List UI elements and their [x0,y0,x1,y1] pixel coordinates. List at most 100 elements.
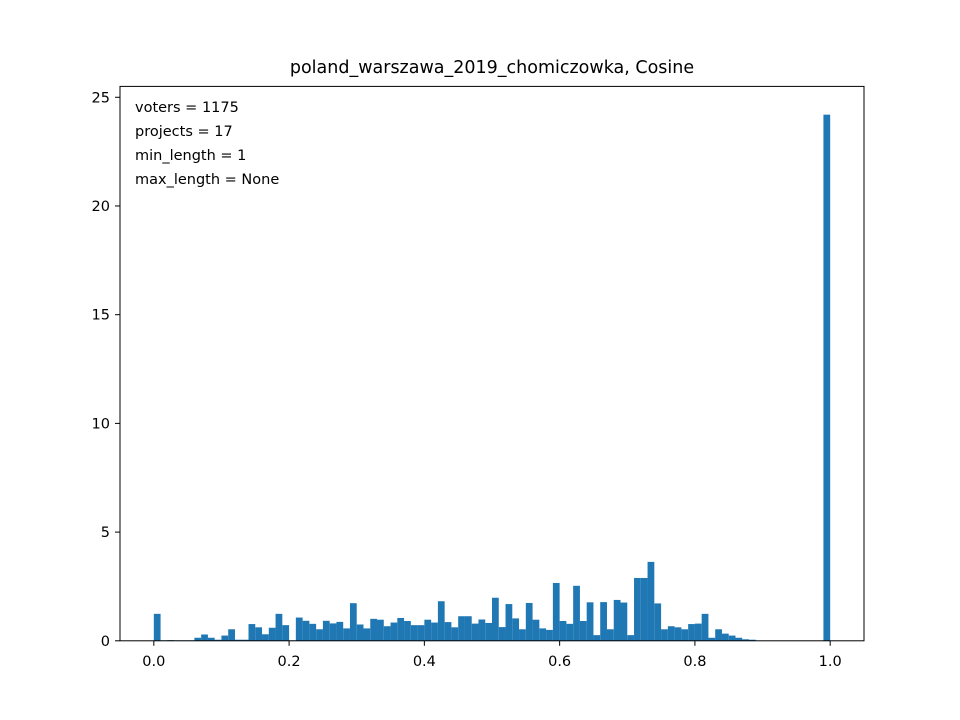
histogram-bar [735,637,743,641]
histogram-bar [444,622,452,641]
histogram-bar [424,619,432,641]
histogram-bar [512,618,520,641]
histogram-bar [471,623,479,641]
histogram-bar [437,601,445,641]
histogram-bar [613,599,621,641]
histogram-bar [552,582,560,641]
histogram-bar [532,619,540,641]
histogram-bar [519,629,526,641]
histogram-bar [559,621,567,641]
histogram-bar [654,603,662,641]
histogram-bar [701,613,709,641]
histogram-bar [404,621,411,641]
histogram-bar [194,637,202,641]
histogram-bar [431,622,438,641]
x-tick-label: 1.0 [819,654,842,670]
x-tick-label: 0.2 [278,654,301,670]
histogram-bar [525,602,533,641]
histogram-bar [492,597,499,641]
histogram-bar [336,621,344,641]
histogram-bar [539,628,547,641]
histogram-bar [505,604,513,641]
annotation-voters: voters = 1175 [135,100,239,116]
histogram-bar [688,624,695,641]
histogram-bar [207,637,215,641]
histogram-bar [458,616,465,641]
x-tick-label: 0.8 [683,654,706,670]
histogram-bar [248,624,256,641]
y-tick-label: 25 [92,90,110,106]
histogram-bar [600,602,607,641]
histogram-bar [356,624,364,641]
histogram-bar [715,629,722,641]
histogram-bar [228,629,235,641]
histogram-bar [823,114,831,641]
annotation-projects: projects = 17 [135,124,233,140]
histogram-bar [742,639,750,641]
histogram-bar [221,635,229,641]
histogram-bar [370,618,378,641]
x-axis: 0.0 0.2 0.4 0.6 0.8 1.0 [142,640,842,670]
y-tick-label: 20 [92,199,110,215]
histogram-bar [573,585,580,641]
histogram-bar [593,635,601,641]
histogram-bar [397,617,405,641]
histogram-bar [620,602,628,641]
histogram-bar [282,625,290,641]
histogram-bar [309,623,317,641]
bars-group [153,114,831,641]
histogram-bar [464,616,472,641]
histogram-bar [647,561,655,641]
histogram-bar [241,639,249,641]
histogram-bar [498,627,506,641]
histogram-bar [546,629,553,641]
histogram-bar [153,613,161,641]
histogram-bar [201,634,208,641]
histogram-bar [485,622,492,641]
y-tick-label: 10 [92,416,110,432]
histogram-bar [329,623,337,641]
x-tick-label: 0.4 [413,654,436,670]
histogram-bar [349,603,357,641]
histogram-bar [728,635,736,641]
plot-frame [119,85,865,642]
annotation-max-length: max_length = None [135,172,279,188]
y-tick-label: 0 [101,634,110,650]
histogram-bar [606,629,614,641]
chart-title: poland_warszawa_2019_chomiczowka, Cosine [290,58,694,78]
histogram-bar [451,627,459,641]
x-tick-label: 0.0 [142,654,165,670]
histogram-bar [268,627,276,641]
histogram-bar [634,577,641,641]
histogram-bar [694,623,702,641]
histogram-bar [322,620,330,641]
histogram-bar [377,619,384,641]
histogram-bar [390,622,398,641]
histogram-bar [262,634,269,641]
histogram-bar [410,625,418,641]
histogram-bar [661,629,668,641]
annotation-box: voters = 1175 projects = 17 min_length =… [135,100,279,188]
y-axis: 0 5 10 15 20 25 [92,90,120,650]
histogram-bar [640,577,648,641]
histogram-bar [721,633,729,641]
annotation-min-length: min_length = 1 [135,148,246,164]
histogram-bar [214,639,222,641]
histogram-bar [708,637,716,641]
histogram-bar [295,617,303,641]
histogram-bar [383,626,391,641]
histogram-bar [363,628,371,641]
y-tick-label: 5 [101,525,110,541]
histogram-bar [749,639,756,641]
histogram-bar [674,627,682,641]
histogram-bar [478,619,486,641]
x-tick-label: 0.6 [548,654,571,670]
y-tick-label: 15 [92,308,110,324]
histogram-bar [275,613,283,641]
histogram-bar [343,628,350,641]
histogram-bar [667,626,675,641]
histogram-bar [417,625,425,641]
histogram-bar [566,623,574,641]
histogram-bar [627,635,635,641]
